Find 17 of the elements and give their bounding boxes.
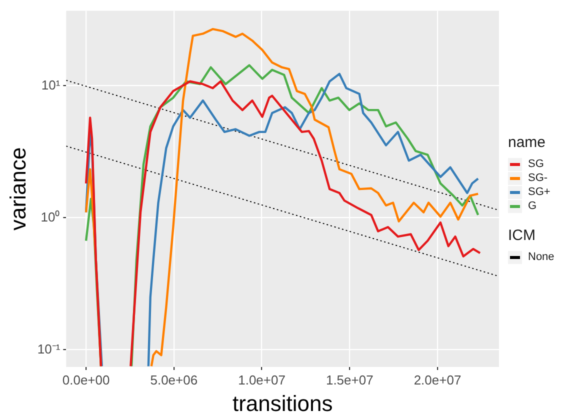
x-tick-label: 0.0e+00 (62, 372, 110, 388)
legend-label: None (528, 251, 554, 263)
legend-label: SG (528, 158, 544, 170)
y-tick-label: 10⁻¹ (37, 341, 61, 356)
x-tick-label: 1.5e+07 (326, 372, 374, 388)
legend-label: G (528, 200, 537, 212)
y-tick-label: 10¹ (41, 77, 61, 92)
x-axis-title: transitions (232, 390, 333, 416)
y-axis-title: variance (5, 147, 30, 230)
text: ICM (508, 227, 536, 244)
legend-title: name (508, 134, 547, 151)
x-tick-label: 2.0e+07 (414, 372, 462, 388)
legend-label: SG+ (528, 186, 550, 198)
y-tick-label: 10⁰ (40, 209, 60, 224)
x-tick-label: 5.0e+06 (150, 372, 198, 388)
legend-label: SG- (528, 172, 548, 184)
x-tick-label: 1.0e+07 (238, 372, 286, 388)
